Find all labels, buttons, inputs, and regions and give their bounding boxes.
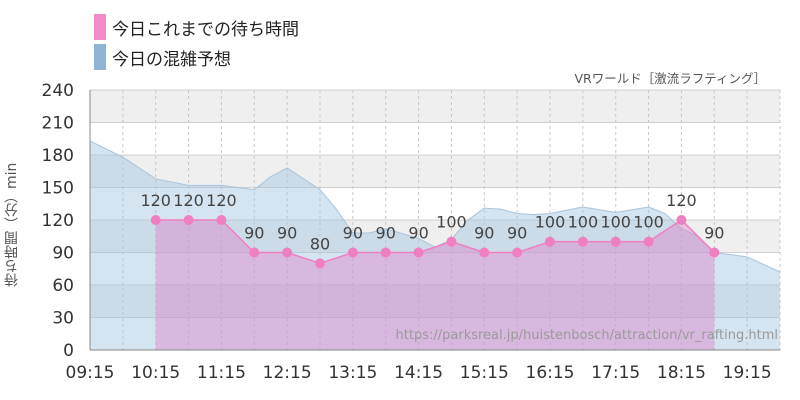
x-tick-label: 12:15: [263, 363, 312, 383]
data-point: [446, 236, 457, 247]
y-tick-label: 240: [42, 81, 74, 101]
data-point: [577, 236, 588, 247]
data-point: [709, 247, 720, 258]
y-tick-label: 90: [52, 244, 74, 264]
grid-band: [90, 285, 780, 318]
grid-band: [90, 90, 780, 123]
y-tick-label: 60: [52, 276, 74, 296]
data-label: 90: [343, 224, 363, 243]
y-tick-label: 150: [42, 179, 74, 199]
data-point: [610, 236, 621, 247]
data-label: 120: [206, 191, 237, 210]
legend-swatch-actual: [94, 14, 106, 40]
data-label: 100: [568, 213, 599, 232]
data-point: [315, 258, 325, 269]
legend-swatch-forecast: [94, 44, 106, 70]
x-tick-label: 13:15: [328, 363, 377, 383]
data-point: [643, 236, 654, 247]
y-tick-label: 0: [63, 341, 74, 361]
y-tick-label: 210: [42, 114, 74, 134]
data-label: 90: [408, 224, 428, 243]
legend-item-forecast: 今日の混雑予想: [94, 42, 299, 72]
data-point: [282, 247, 293, 258]
data-label: 120: [666, 191, 697, 210]
legend-label-actual: 今日これまでの待ち時間: [112, 19, 299, 40]
actual-line: [155, 219, 715, 265]
data-label: 100: [436, 213, 467, 232]
data-label: 90: [376, 224, 396, 243]
x-tick-label: 18:15: [657, 363, 706, 383]
y-tick-label: 30: [52, 309, 74, 329]
legend-item-actual: 今日これまでの待ち時間: [94, 12, 299, 42]
y-tick-label: 120: [42, 211, 74, 231]
data-label: 120: [140, 191, 171, 210]
data-label: 90: [507, 224, 527, 243]
data-point: [413, 247, 424, 258]
data-label: 90: [474, 224, 494, 243]
attraction-name: VRワールド［激流ラフティング］: [574, 71, 767, 86]
x-tick-label: 11:15: [197, 363, 246, 383]
data-point: [380, 247, 391, 258]
x-tick-label: 10:15: [131, 363, 180, 383]
data-label: 100: [535, 213, 566, 232]
legend: 今日これまでの待ち時間 今日の混雑予想: [94, 12, 299, 72]
data-label: 120: [173, 191, 204, 210]
data-point: [347, 247, 358, 258]
x-tick-label: 09:15: [66, 363, 115, 383]
data-label: 90: [244, 224, 264, 243]
data-label: 90: [277, 224, 297, 243]
x-tick-label: 15:15: [460, 363, 509, 383]
data-label: 80: [310, 234, 330, 253]
x-tick-label: 19:15: [723, 363, 772, 383]
data-label: 100: [600, 213, 631, 232]
data-point: [183, 215, 194, 225]
data-label: 90: [704, 224, 724, 243]
x-tick-label: 17:15: [591, 363, 640, 383]
source-url: https://parksreal.jp/huistenbosch/attrac…: [395, 328, 778, 343]
data-point: [545, 236, 555, 247]
legend-label-forecast: 今日の混雑予想: [112, 49, 231, 70]
data-point: [676, 215, 687, 225]
data-point: [479, 247, 490, 258]
data-label: 100: [633, 213, 664, 232]
data-point: [216, 215, 227, 225]
y-tick-label: 180: [42, 146, 74, 166]
data-point: [150, 215, 161, 225]
data-point: [249, 247, 260, 258]
data-point: [512, 247, 523, 258]
grid-band: [90, 155, 780, 188]
forecast-area: [90, 140, 780, 350]
x-tick-label: 14:15: [394, 363, 443, 383]
x-tick-label: 16:15: [526, 363, 575, 383]
actual-area: [155, 220, 715, 350]
